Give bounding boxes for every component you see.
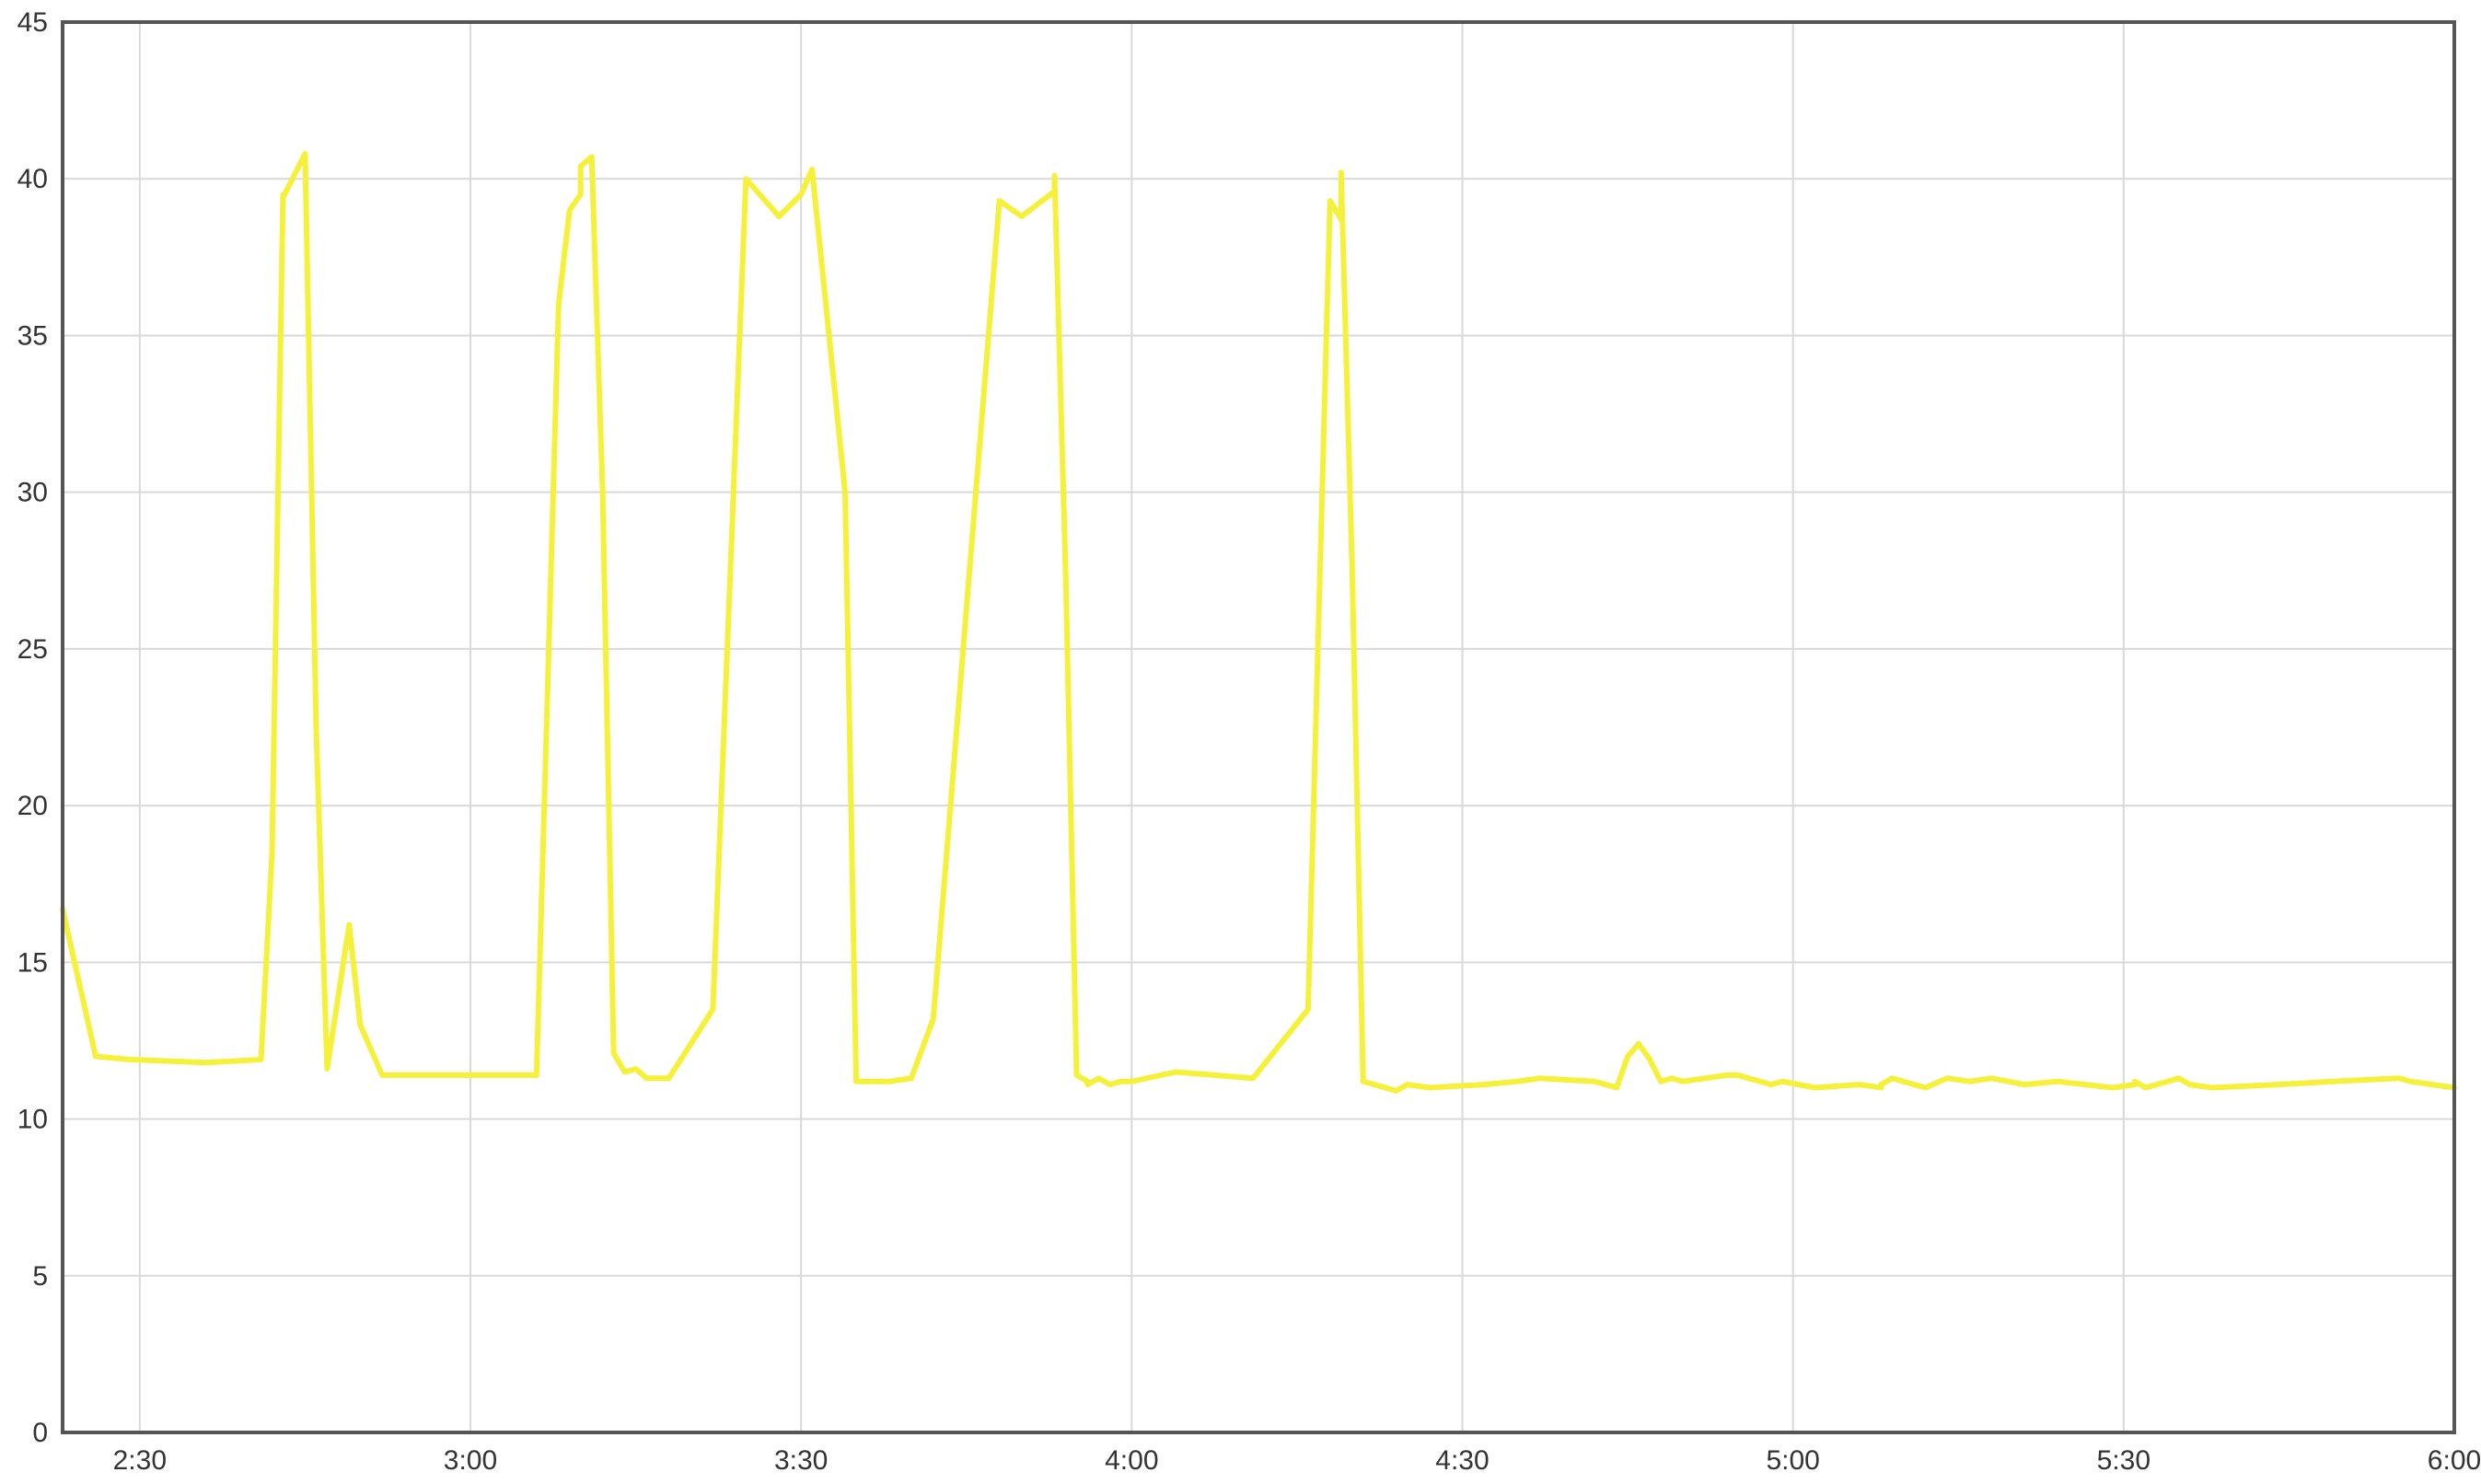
x-tick-label: 5:30 <box>2097 1445 2151 1476</box>
x-tick-label: 5:00 <box>1766 1445 1819 1476</box>
y-tick-label: 5 <box>32 1261 48 1292</box>
plot-background <box>63 22 2454 1432</box>
y-tick-label: 35 <box>17 320 48 351</box>
x-tick-label: 2:30 <box>113 1445 167 1476</box>
y-tick-label: 45 <box>17 7 48 38</box>
y-tick-label: 15 <box>17 947 48 978</box>
y-tick-label: 0 <box>32 1418 48 1448</box>
y-tick-label: 25 <box>17 634 48 665</box>
x-tick-label: 6:00 <box>2428 1445 2481 1476</box>
y-tick-label: 30 <box>17 478 48 508</box>
data-series-line <box>60 151 2457 1094</box>
y-tick-label: 40 <box>17 164 48 194</box>
plot-frame <box>61 20 2456 1434</box>
x-tick-label: 3:00 <box>444 1445 497 1476</box>
x-tick-label: 4:30 <box>1435 1445 1489 1476</box>
y-tick-label: 10 <box>17 1105 48 1135</box>
x-tick-label: 3:30 <box>774 1445 828 1476</box>
y-tick-label: 20 <box>17 791 48 821</box>
x-tick-label: 4:00 <box>1105 1445 1158 1476</box>
